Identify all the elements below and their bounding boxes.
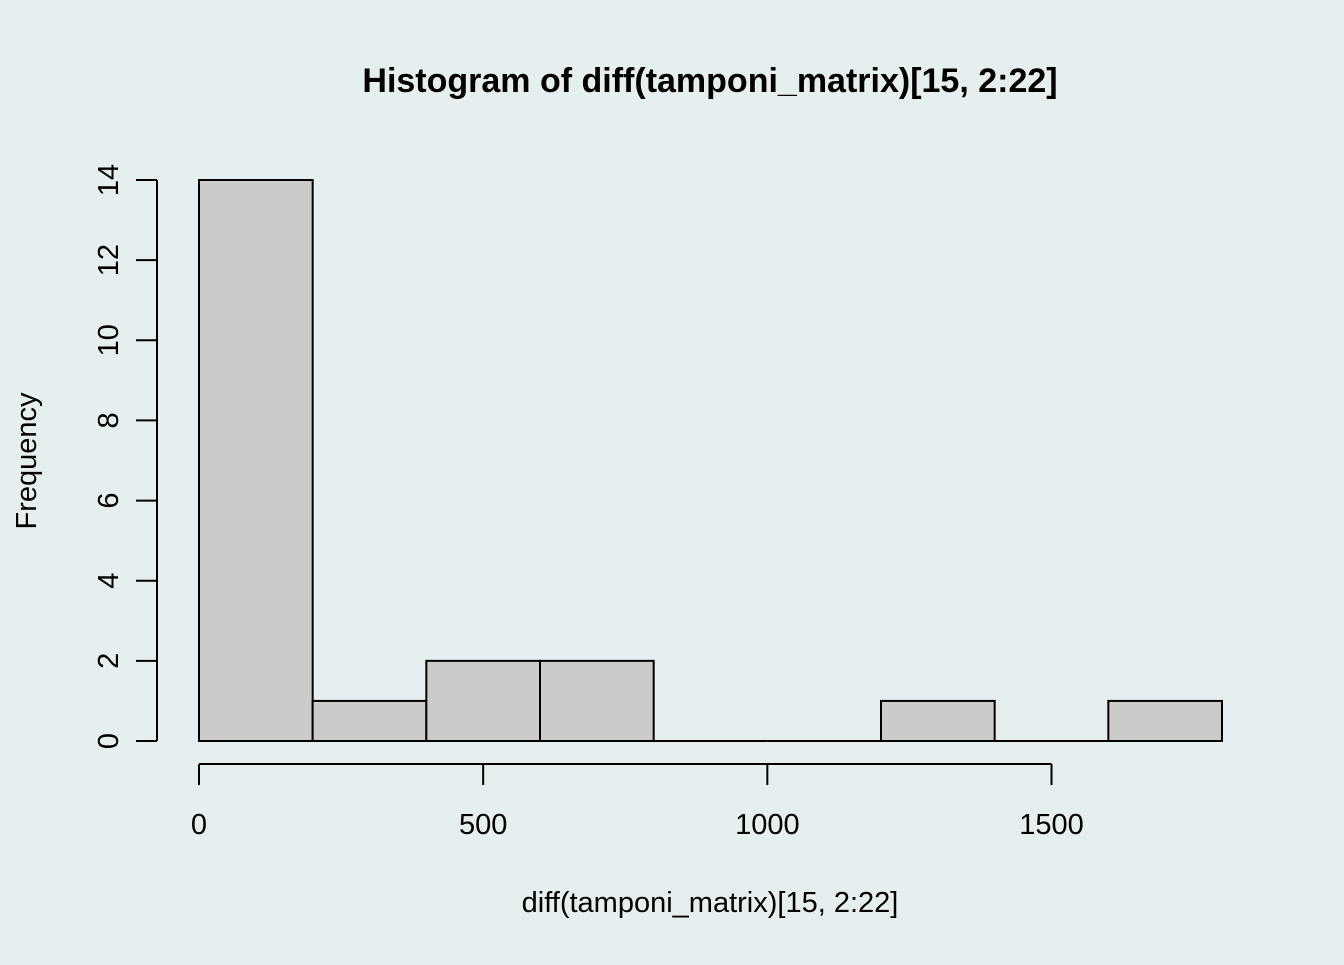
x-axis: 0 500 1000 1500 bbox=[191, 763, 1084, 841]
histogram-bar-3 bbox=[539, 659, 655, 742]
x-tick-label: 1000 bbox=[735, 809, 800, 841]
y-tick-label: 8 bbox=[93, 412, 125, 428]
histogram-bar-1 bbox=[311, 699, 428, 743]
y-axis: 0 2 4 6 8 10 12 14 bbox=[93, 164, 158, 749]
x-tick-label: 0 bbox=[191, 809, 207, 841]
y-tick-label: 10 bbox=[93, 324, 125, 356]
histogram-bar-6 bbox=[880, 699, 996, 743]
y-tick-label: 12 bbox=[93, 244, 125, 276]
x-tick-label: 1500 bbox=[1019, 809, 1084, 841]
bars-group bbox=[198, 179, 1224, 743]
y-tick-label: 14 bbox=[93, 164, 125, 196]
y-tick-label: 2 bbox=[93, 653, 125, 669]
histogram-bar-0 bbox=[198, 179, 314, 742]
y-axis-label: Frequency bbox=[11, 392, 43, 530]
y-tick-label: 4 bbox=[93, 573, 125, 589]
histogram-bar-2 bbox=[425, 659, 542, 742]
x-axis-label: diff(tamponi_matrix)[15, 2:22] bbox=[522, 887, 899, 919]
chart-title: Histogram of diff(tamponi_matrix)[15, 2:… bbox=[362, 62, 1057, 100]
histogram-bar-8 bbox=[1107, 699, 1224, 743]
y-tick-label: 0 bbox=[93, 733, 125, 749]
x-tick-label: 500 bbox=[459, 809, 507, 841]
y-tick-label: 6 bbox=[93, 493, 125, 509]
